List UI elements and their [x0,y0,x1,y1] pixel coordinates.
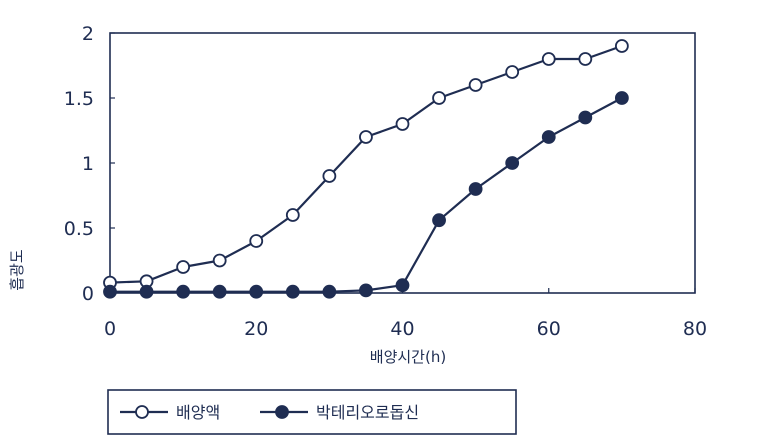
series-2 [103,91,629,299]
data-point [176,260,191,274]
data-point [432,213,446,228]
series-1 [103,39,629,290]
x-tick-label: 40 [390,318,414,340]
y-tick-label: 2 [82,23,94,45]
data-point [103,284,117,299]
data-point [176,284,191,299]
data-point [212,253,227,268]
x-tick-label: 80 [683,318,707,340]
data-point [139,284,154,299]
data-point [614,91,629,105]
data-point [468,182,483,196]
legend-marker [135,405,149,419]
data-point [505,65,520,79]
data-point [322,284,337,299]
data-point [359,283,373,298]
data-point [322,169,337,183]
data-point [432,91,446,105]
data-point [212,284,227,299]
legend-label: 박테리오로돕신 [316,403,419,422]
legend-marker [275,405,289,419]
y-tick-label: 0 [82,283,94,305]
data-point [395,117,410,131]
data-point [249,284,264,299]
legend-entry-1: 배양액 [120,403,220,422]
legend-box [107,389,517,435]
data-point [541,130,556,144]
legend-label: 배양액 [176,403,220,422]
legend: 배양액 박테리오로돕신 [107,389,517,435]
data-point [541,52,556,66]
y-tick-label: 1.5 [64,88,94,110]
data-point [505,156,520,170]
data-point [578,52,593,66]
data-point [285,208,300,222]
legend-entry-2: 박테리오로돕신 [260,403,419,422]
x-tick-label: 20 [244,318,268,340]
data-point [359,130,373,144]
x-tick-label: 60 [537,318,561,340]
data-point [249,234,264,248]
series-line [109,44,623,284]
plot-area-frame [109,32,696,294]
y-tick-label: 0.5 [64,218,94,240]
data-point [578,110,593,125]
data-point [285,284,300,299]
y-axis-title: 흡광도 [8,249,26,291]
data-point [468,78,483,92]
x-tick-label: 0 [104,318,116,340]
data-point [395,278,410,293]
data-point [614,39,629,53]
y-tick-label: 1 [82,153,94,175]
x-axis-title: 배양시간(h) [370,348,446,366]
